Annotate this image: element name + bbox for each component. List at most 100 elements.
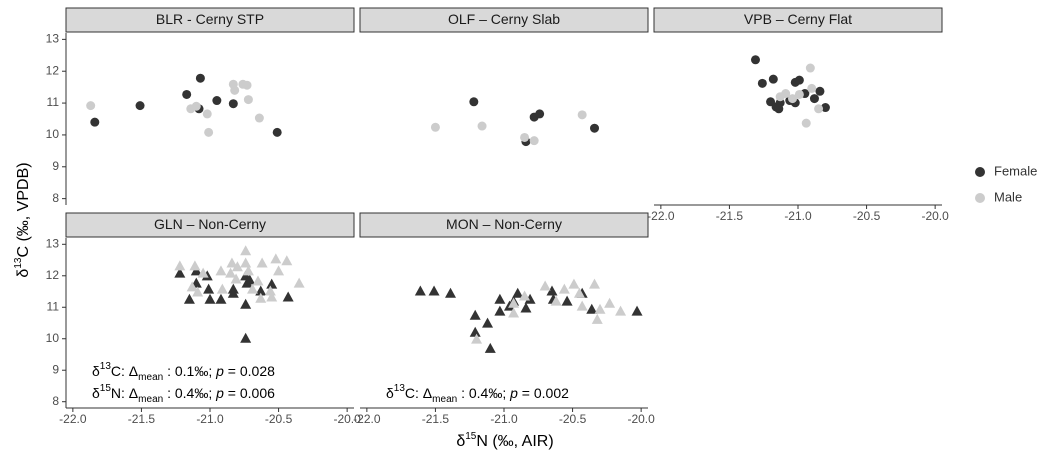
y-tick-label: 12 — [46, 268, 60, 282]
point — [529, 136, 539, 146]
text-segment: = 0.028 — [224, 363, 275, 379]
point — [90, 117, 100, 127]
point — [815, 86, 825, 96]
point — [174, 267, 186, 278]
point — [788, 94, 798, 104]
y-tick-label: 11 — [47, 299, 60, 313]
point — [255, 292, 267, 303]
point — [428, 285, 440, 296]
point — [484, 342, 496, 353]
text-segment: : 0.4‰; — [457, 385, 510, 401]
point — [757, 78, 767, 88]
annotation: δ13C: Δmean : 0.4‰; p = 0.002 — [386, 383, 569, 405]
point — [182, 89, 192, 99]
x-tick-label: -22.0 — [59, 412, 87, 426]
point — [794, 75, 804, 85]
x-tick-label: -20.0 — [333, 412, 361, 426]
text-segment: δ — [92, 385, 100, 401]
point — [270, 253, 282, 264]
point — [573, 287, 585, 298]
x-tick-label: -21.5 — [422, 412, 450, 426]
text-segment: C (‰, VPDB) — [15, 162, 32, 257]
point — [186, 281, 198, 292]
point — [243, 95, 253, 105]
point — [226, 257, 238, 268]
point — [494, 305, 506, 316]
point — [197, 267, 209, 278]
text-segment: 13 — [394, 383, 406, 394]
point — [293, 277, 305, 288]
legend-marker — [975, 193, 985, 203]
panel-title: VPB – Cerny Flat — [744, 11, 852, 27]
text-segment: : 0.4‰; — [163, 385, 216, 401]
point — [414, 285, 426, 296]
point — [230, 273, 242, 284]
point — [183, 293, 195, 304]
point — [820, 103, 830, 113]
point — [240, 298, 252, 309]
point — [445, 287, 457, 298]
x-tick-label: -21.0 — [490, 412, 518, 426]
point — [252, 275, 264, 286]
point — [494, 293, 506, 304]
point — [508, 297, 520, 308]
point — [576, 300, 588, 311]
point — [469, 326, 481, 337]
point — [204, 127, 214, 137]
y-tick-label: 13 — [46, 32, 60, 46]
point — [546, 285, 558, 296]
point — [174, 260, 186, 271]
point — [512, 287, 524, 298]
text-segment: 13 — [13, 257, 24, 269]
point — [615, 305, 627, 316]
point — [264, 285, 276, 296]
point — [477, 121, 487, 131]
text-segment: δ — [92, 363, 100, 379]
legend-label: Male — [994, 189, 1022, 204]
point — [631, 305, 643, 316]
point — [203, 283, 215, 294]
point — [577, 110, 587, 120]
x-tick-label: -20.5 — [265, 412, 293, 426]
point — [242, 80, 252, 90]
point — [281, 255, 293, 266]
panel-title: OLF – Cerny Slab — [448, 11, 560, 27]
point — [590, 123, 600, 133]
point — [272, 127, 282, 137]
point — [774, 104, 784, 114]
text-segment: δ — [15, 269, 32, 278]
strip — [65, 7, 355, 33]
point — [586, 303, 598, 314]
point — [215, 265, 227, 276]
point — [247, 283, 259, 294]
point — [814, 104, 824, 114]
text-segment: mean — [138, 372, 163, 383]
text-segment: p — [215, 385, 224, 401]
point — [520, 132, 530, 142]
text-segment: 13 — [100, 361, 112, 372]
point — [471, 333, 483, 344]
point — [539, 280, 551, 291]
x-tick-label: -20.0 — [921, 209, 949, 223]
x-tick-label: -20.0 — [627, 412, 655, 426]
text-segment: N (‰, AIR) — [476, 433, 553, 450]
point — [230, 85, 240, 95]
point — [135, 101, 145, 111]
point — [591, 313, 603, 324]
point — [254, 113, 264, 123]
annotation: δ15N: Δmean : 0.4‰; p = 0.006 — [92, 383, 275, 405]
y-axis-title: δ13C (‰, VPDB) — [13, 162, 32, 277]
text-segment: 15 — [465, 431, 477, 442]
text-segment: : 0.1‰; — [163, 363, 216, 379]
text-segment: C: Δ — [405, 385, 432, 401]
point — [550, 295, 562, 306]
point — [469, 309, 481, 320]
strip — [65, 212, 355, 238]
y-tick-label: 8 — [52, 394, 59, 408]
strip — [359, 212, 649, 238]
x-axis-title: δ15N (‰, AIR) — [456, 431, 553, 450]
point — [604, 297, 616, 308]
legend-label: Female — [994, 163, 1037, 178]
point — [192, 286, 204, 297]
point — [482, 317, 494, 328]
